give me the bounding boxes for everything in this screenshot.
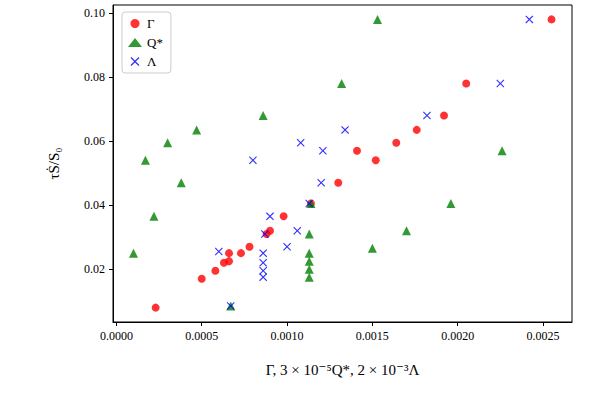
svg-text:0.02: 0.02 (84, 262, 105, 276)
svg-text:0.06: 0.06 (84, 134, 105, 148)
svg-text:τṠ/S₀: τṠ/S₀ (46, 147, 62, 179)
svg-text:0.08: 0.08 (84, 70, 105, 84)
svg-text:0.0005: 0.0005 (185, 329, 218, 343)
svg-text:Λ: Λ (147, 54, 157, 69)
svg-text:0.0000: 0.0000 (100, 329, 133, 343)
svg-text:0.0025: 0.0025 (526, 329, 559, 343)
svg-text:Γ, 3 × 10⁻⁵Q*, 2 × 10⁻³Λ: Γ, 3 × 10⁻⁵Q*, 2 × 10⁻³Λ (266, 362, 420, 378)
svg-text:0.10: 0.10 (84, 6, 105, 20)
svg-text:Q*: Q* (147, 35, 163, 50)
svg-text:Γ: Γ (147, 16, 155, 31)
svg-text:0.04: 0.04 (84, 198, 105, 212)
svg-text:0.0020: 0.0020 (441, 329, 474, 343)
svg-text:0.0015: 0.0015 (356, 329, 389, 343)
svg-text:0.0010: 0.0010 (271, 329, 304, 343)
